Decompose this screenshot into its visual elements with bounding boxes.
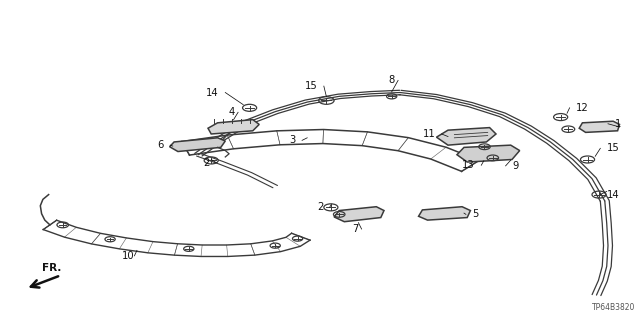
Text: 6: 6 xyxy=(157,140,164,150)
Text: 8: 8 xyxy=(388,75,395,85)
Polygon shape xyxy=(170,138,225,152)
Text: 3: 3 xyxy=(289,135,296,145)
Text: FR.: FR. xyxy=(42,263,61,273)
Text: 1: 1 xyxy=(614,119,621,129)
Text: 14: 14 xyxy=(206,87,219,98)
Text: 4: 4 xyxy=(228,107,235,117)
Polygon shape xyxy=(457,145,520,162)
Polygon shape xyxy=(334,207,384,222)
Text: 13: 13 xyxy=(462,160,475,170)
Polygon shape xyxy=(436,128,496,145)
Text: 10: 10 xyxy=(122,251,134,261)
Text: TP64B3820: TP64B3820 xyxy=(591,303,635,312)
Text: 14: 14 xyxy=(607,189,620,200)
Text: 11: 11 xyxy=(422,129,435,139)
Text: 7: 7 xyxy=(352,224,358,234)
Text: 2: 2 xyxy=(317,202,323,212)
Text: 9: 9 xyxy=(512,161,518,171)
Text: 12: 12 xyxy=(576,103,589,113)
Text: 2: 2 xyxy=(204,158,210,168)
Text: 5: 5 xyxy=(472,209,479,219)
Polygon shape xyxy=(208,120,259,134)
Polygon shape xyxy=(579,121,620,132)
Text: 15: 15 xyxy=(305,81,317,91)
Text: 15: 15 xyxy=(607,143,620,153)
Polygon shape xyxy=(419,207,470,220)
